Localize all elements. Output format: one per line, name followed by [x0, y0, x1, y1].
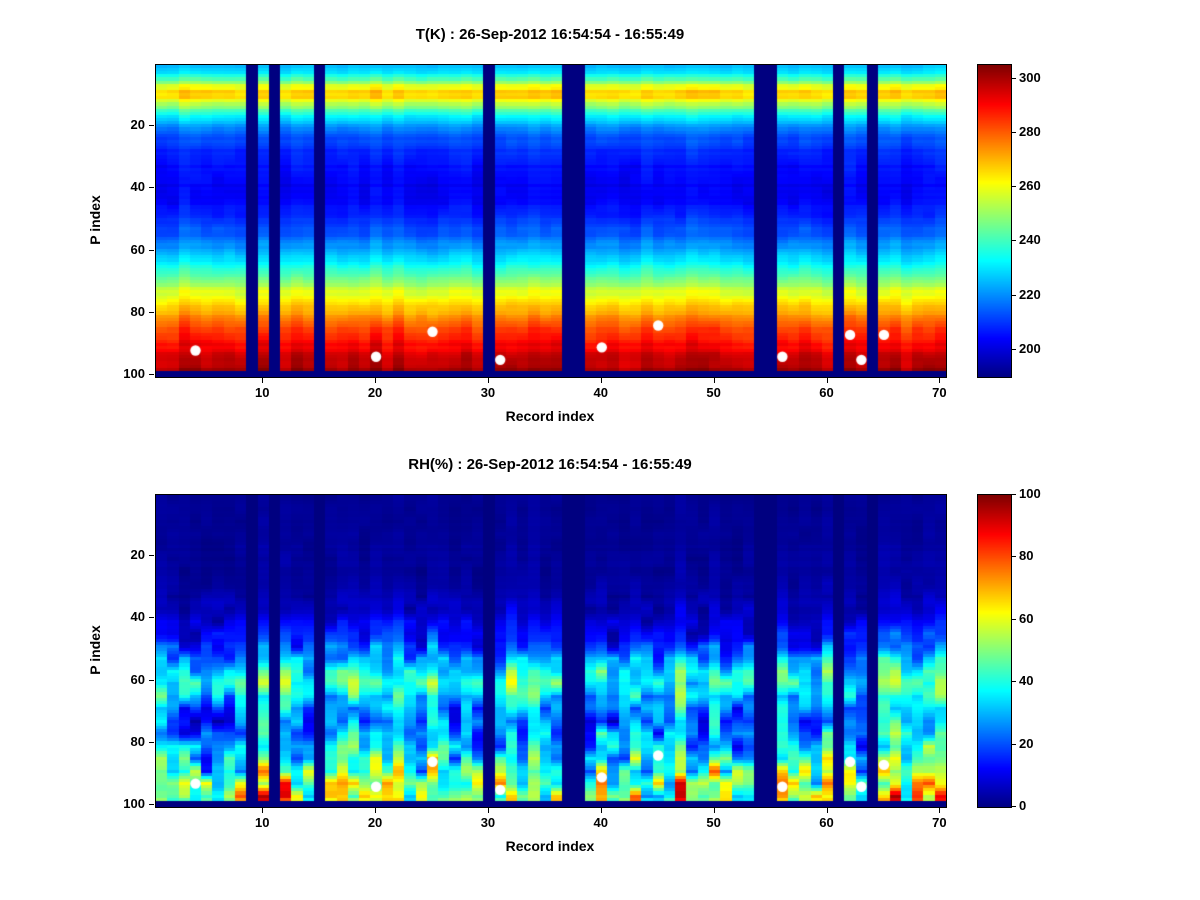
colorbar-tick-label: 60 [1019, 610, 1034, 626]
tick-mark [1012, 240, 1016, 242]
temperature-heatmap-canvas [155, 64, 947, 378]
x-tick-label: 40 [593, 815, 609, 830]
tick-mark [262, 378, 264, 383]
tick-mark [713, 378, 715, 383]
y-tick-label: 100 [123, 366, 145, 382]
colorbar-tick-label: 260 [1019, 178, 1041, 194]
tick-mark [713, 808, 715, 813]
x-tick-label: 10 [254, 815, 270, 830]
tick-mark [149, 187, 154, 189]
x-tick-label: 10 [254, 385, 270, 400]
tick-mark [149, 742, 154, 744]
tick-mark [487, 808, 489, 813]
tick-mark [1012, 681, 1016, 683]
tick-mark [149, 617, 154, 619]
tick-mark [1012, 294, 1016, 296]
y-tick-label: 100 [123, 796, 145, 812]
tick-mark [1012, 556, 1016, 558]
tick-mark [1012, 806, 1016, 807]
tick-mark [1012, 77, 1016, 79]
tick-mark [149, 679, 154, 681]
tick-mark [262, 808, 264, 813]
tick-mark [1012, 618, 1016, 620]
x-tick-label: 20 [367, 815, 383, 830]
tick-mark [826, 808, 828, 813]
colorbar-tick-label: 280 [1019, 123, 1041, 139]
y-tick-label: 60 [130, 241, 145, 257]
tick-mark [149, 374, 154, 376]
x-tick-label: 20 [367, 385, 383, 400]
y-tick-label: 80 [130, 304, 145, 320]
tick-mark [1012, 494, 1016, 495]
plot-title-temperature: T(K) : 26-Sep-2012 16:54:54 - 16:55:49 [415, 26, 685, 43]
humidity-heatmap-canvas [155, 494, 947, 808]
tick-mark [149, 312, 154, 314]
y-tick-label: 20 [130, 546, 145, 562]
x-tick-label: 40 [593, 385, 609, 400]
x-axis-label-temperature: Record index [505, 408, 595, 424]
y-tick-label: 40 [130, 179, 145, 195]
plot-title-humidity: RH(%) : 26-Sep-2012 16:54:54 - 16:55:49 [408, 456, 692, 473]
y-tick-label: 20 [130, 116, 145, 132]
x-axis-label-humidity: Record index [505, 838, 595, 854]
y-tick-label: 40 [130, 609, 145, 625]
colorbar-tick-label: 0 [1019, 798, 1027, 813]
x-tick-label: 60 [819, 385, 834, 400]
y-axis-label-humidity: P index [87, 625, 103, 675]
colorbar-tick-label: 40 [1019, 673, 1034, 689]
colorbar-tick-label: 20 [1019, 735, 1034, 751]
tick-mark [1012, 131, 1016, 133]
humidity-colorbar [977, 494, 1012, 808]
colorbar-tick-label: 240 [1019, 232, 1041, 248]
x-tick-label: 70 [932, 815, 947, 830]
colorbar-tick-label: 100 [1019, 486, 1041, 501]
x-tick-label: 30 [480, 385, 496, 400]
tick-mark [600, 378, 602, 383]
tick-mark [1012, 186, 1016, 188]
x-tick-label: 70 [932, 385, 947, 400]
x-tick-label: 50 [706, 815, 721, 830]
colorbar-tick-label: 300 [1019, 69, 1041, 85]
tick-mark [375, 808, 377, 813]
colorbar-tick-label: 220 [1019, 286, 1041, 302]
tick-mark [939, 378, 941, 383]
tick-mark [149, 249, 154, 251]
tick-mark [939, 808, 941, 813]
colorbar-tick-label: 80 [1019, 548, 1034, 564]
tick-mark [1012, 743, 1016, 745]
tick-mark [375, 378, 377, 383]
temperature-colorbar [977, 64, 1012, 378]
tick-mark [826, 378, 828, 383]
tick-mark [149, 124, 154, 126]
tick-mark [600, 808, 602, 813]
y-axis-label-temperature: P index [87, 195, 103, 245]
tick-mark [1012, 348, 1016, 350]
tick-mark [149, 554, 154, 556]
tick-mark [487, 378, 489, 383]
x-tick-label: 60 [819, 815, 834, 830]
tick-mark [149, 804, 154, 806]
x-tick-label: 50 [706, 385, 721, 400]
y-tick-label: 80 [130, 734, 145, 750]
x-tick-label: 30 [480, 815, 496, 830]
colorbar-tick-label: 200 [1019, 340, 1041, 356]
y-tick-label: 60 [130, 671, 145, 687]
